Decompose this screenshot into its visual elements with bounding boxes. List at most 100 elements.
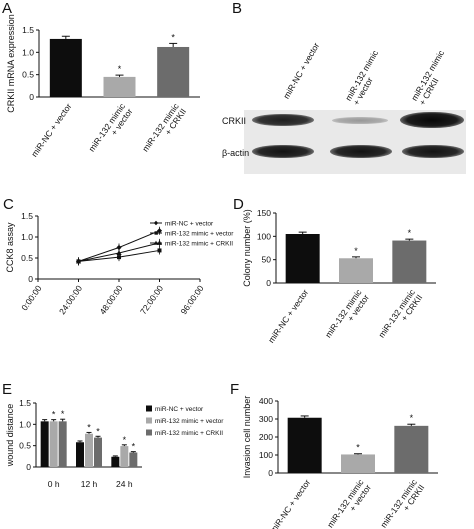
bar	[76, 442, 84, 467]
y-axis-label: Invasion cell number	[242, 396, 252, 479]
blot-row-label-crkii: CRKII	[222, 116, 247, 126]
y-tick-label: 0	[26, 462, 31, 472]
data-point	[156, 240, 163, 245]
y-tick-label: 1.5	[21, 211, 33, 221]
y-axis-label: wound distance	[5, 404, 15, 468]
legend-swatch	[146, 417, 152, 424]
legend-swatch	[146, 405, 152, 412]
panel-label-e: E	[2, 381, 13, 398]
x-category-label: miR-NC + vector	[29, 101, 73, 159]
bar	[111, 456, 120, 467]
chart-c-cck8-assay: 0 0.5 1.0 1.5 CCK8 assay 0:00:00 24:00:00 48:00…	[5, 211, 234, 316]
x-category-label: miR-132 mimic+ vector	[325, 477, 373, 529]
data-point	[75, 258, 82, 264]
y-axis-label: Colony number (%)	[242, 209, 252, 287]
x-category-label: 0 h	[48, 479, 60, 489]
y-tick-label: 300	[259, 414, 273, 424]
y-tick-label: 100	[259, 450, 273, 460]
chart-e-wound-distance: 0 0.5 1.0 1.5 wound distance * * 0 h * * 12 h * * 24 …	[5, 398, 224, 489]
y-tick-label: 400	[259, 396, 273, 406]
significance-star: *	[118, 64, 122, 74]
significance-star: *	[96, 426, 100, 436]
data-point	[117, 255, 121, 260]
x-tick-label: 72:00:00	[138, 283, 165, 316]
significance-star: *	[52, 410, 56, 420]
beta-actin-band	[330, 145, 392, 158]
bar	[287, 417, 322, 473]
y-tick-label: 1.5	[22, 25, 34, 35]
bar	[103, 76, 136, 97]
panel-label-d: D	[233, 196, 244, 213]
y-tick-label: 1.0	[21, 232, 33, 242]
legend-label: miR-132 mimic + vector	[165, 230, 234, 237]
bar	[49, 38, 82, 97]
chart-f-invasion-cell-number: 0 100 200 300 400 Invasion cell number miR-NC …	[242, 396, 438, 529]
data-point	[116, 250, 122, 255]
blot-lane-label: miR-NC + vector	[281, 40, 322, 101]
panel-label-f: F	[230, 381, 240, 398]
bar	[129, 452, 138, 467]
x-category-label: miR-132 mimic+ CRKII	[376, 287, 424, 345]
crkii-band	[400, 112, 464, 128]
significance-star: *	[123, 435, 127, 445]
y-tick-label: 100	[257, 231, 271, 241]
bar	[285, 234, 320, 283]
y-axis-label: CRKII mRNA expression	[6, 14, 16, 113]
y-axis-label: CCK8 assay	[5, 222, 15, 273]
bar	[49, 421, 58, 467]
significance-star: *	[410, 413, 414, 423]
panel-label-b: B	[232, 0, 243, 17]
legend-label: miR-NC + vector	[165, 220, 214, 227]
significance-star: *	[61, 409, 65, 419]
panel-label-c: C	[3, 196, 14, 213]
x-category-label: miR-132 mimic+ vector	[323, 287, 371, 345]
x-tick-label: 48:00:00	[97, 283, 124, 316]
legend-marker	[154, 231, 158, 235]
blot-lane-label: miR-132 mimic + vector	[343, 48, 381, 107]
legend-label: miR-132 mimic + CRKII	[165, 240, 233, 247]
legend-marker	[153, 240, 159, 245]
legend-label: miR-132 mimic + vector	[155, 418, 224, 425]
data-point	[157, 248, 162, 253]
legend-marker	[153, 220, 159, 226]
bar	[40, 421, 49, 467]
bar	[392, 240, 427, 283]
y-tick-label: 0	[29, 92, 34, 102]
panel-label-a: A	[2, 0, 13, 17]
y-tick-label: 1.0	[22, 47, 34, 57]
significance-star: *	[408, 228, 412, 238]
bar	[120, 446, 129, 467]
bar	[394, 425, 429, 473]
crkii-band	[252, 114, 314, 126]
bar	[341, 454, 375, 473]
legend-label: miR-132 mimic + CRKII	[155, 430, 223, 437]
bar	[58, 421, 67, 467]
data-point	[156, 228, 163, 234]
legend-swatch	[146, 429, 152, 436]
x-category-label: miR-NC + vector	[268, 477, 312, 529]
x-category-label: miR-132 mimic+ vector	[86, 101, 134, 159]
x-tick-label: 0:00:00	[19, 283, 44, 312]
significance-star: *	[87, 422, 91, 432]
y-tick-label: 0	[28, 274, 33, 284]
x-category-label: miR-132 mimic+ CRKII	[140, 101, 188, 159]
chart-d-colony-number: 0 50 100 150 Colony number (%) miR-NC + vecto…	[242, 208, 436, 345]
y-tick-label: 0.5	[21, 253, 33, 263]
beta-actin-band	[252, 145, 314, 158]
y-tick-label: 150	[257, 208, 271, 218]
blot-lane-label: miR-132 mimic + CRKII	[409, 48, 447, 107]
data-point	[116, 244, 122, 251]
bar	[85, 433, 93, 467]
bar	[157, 46, 190, 97]
y-tick-label: 0.5	[19, 441, 31, 451]
y-tick-label: 50	[262, 255, 272, 265]
beta-actin-band	[402, 145, 464, 158]
x-tick-label: 96:00:00	[178, 283, 205, 316]
x-category-label: miR-NC + vector	[266, 287, 310, 345]
legend-label: miR-NC + vector	[155, 406, 204, 413]
western-blot: miR-NC + vector miR-132 mimic + vector m…	[214, 16, 466, 174]
y-tick-label: 0	[268, 468, 273, 478]
y-tick-label: 200	[259, 432, 273, 442]
x-tick-label: 24:00:00	[57, 283, 84, 316]
significance-star: *	[132, 442, 136, 452]
